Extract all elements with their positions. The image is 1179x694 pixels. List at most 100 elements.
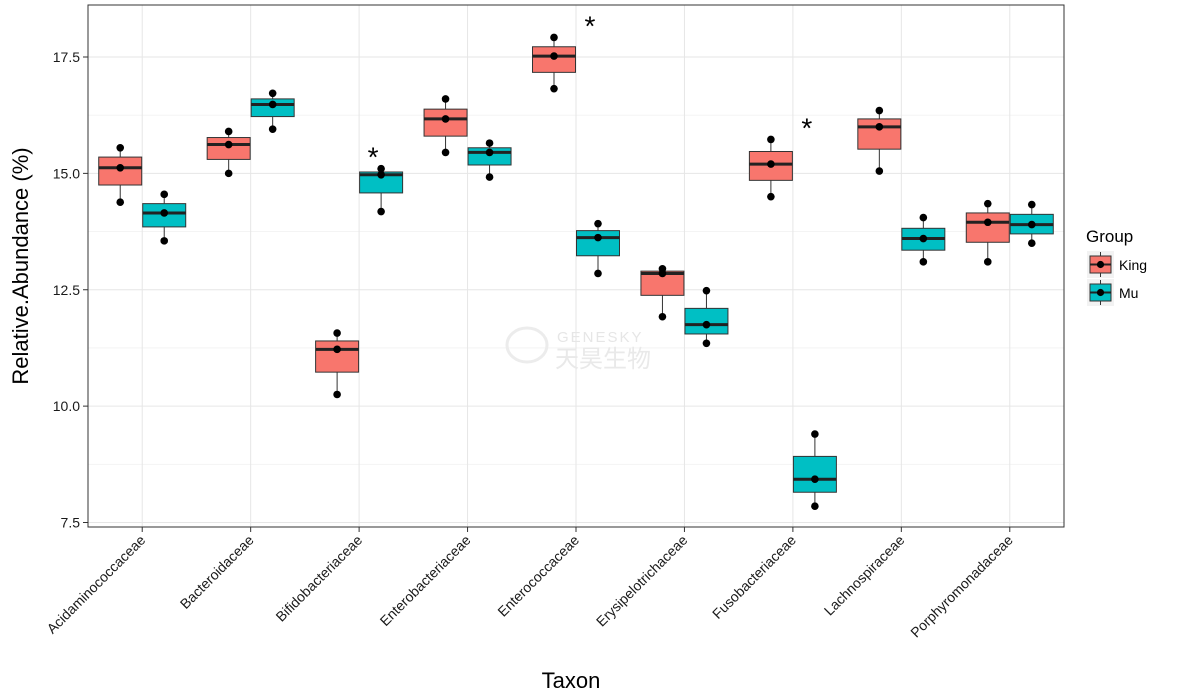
significance-mark: * (801, 112, 812, 143)
box-mu-7 (901, 213, 946, 266)
box-mu-6 (792, 430, 837, 511)
box-king-8 (965, 199, 1010, 266)
legend-key-point (1096, 288, 1105, 297)
x-tick-label: Bacteroidaceae (177, 532, 257, 612)
data-point (594, 233, 602, 242)
y-tick-label: 7.5 (61, 515, 81, 531)
significance-mark: * (585, 10, 596, 41)
box-king-7 (857, 106, 902, 175)
data-point (485, 173, 494, 181)
data-point (333, 329, 341, 337)
significance-marks: * * * (368, 10, 813, 172)
data-point (1027, 239, 1036, 247)
data-point (875, 106, 884, 115)
data-point (160, 190, 169, 199)
data-point (333, 345, 341, 354)
data-point (160, 209, 169, 217)
x-tick-label: Porphyromonadaceae (907, 532, 1016, 641)
watermark-logo-icon (505, 326, 549, 364)
data-point (268, 89, 277, 98)
data-point (811, 430, 819, 438)
legend-title: Group (1086, 227, 1133, 246)
data-point (377, 207, 385, 216)
data-point (116, 143, 125, 152)
data-point (1027, 200, 1036, 209)
x-tick-label: Fusobacteriaceae (709, 532, 799, 622)
box-king-4 (532, 33, 576, 93)
data-point (594, 219, 602, 228)
data-point (767, 160, 775, 168)
data-point (702, 339, 711, 348)
box-king-6 (748, 135, 793, 201)
box-series (98, 33, 1054, 511)
x-tick-label: Acidaminococcaceae (43, 532, 148, 637)
data-point (1027, 220, 1036, 229)
data-point (160, 237, 169, 245)
x-axis: Acidaminococcaceae Bacteroidaceae Bifidoba… (43, 527, 1016, 641)
data-point (441, 115, 450, 123)
data-point (875, 167, 884, 175)
x-tick-label: Bifidobacteriaceae (272, 532, 365, 625)
data-point (550, 84, 558, 93)
y-axis: 7.5 10.0 12.5 15.0 17.5 (53, 49, 88, 531)
data-point (658, 312, 667, 321)
data-point (811, 502, 819, 511)
data-point (767, 135, 775, 144)
data-point (224, 140, 233, 149)
x-tick-label: Enterococcaceae (494, 532, 582, 620)
watermark: GENESKY 天昊生物 (505, 326, 651, 373)
x-tick-label: Enterobacteriaceae (377, 532, 474, 629)
data-point (983, 258, 992, 266)
legend-key-king (1087, 251, 1114, 278)
box-king-0 (98, 143, 143, 207)
data-point (919, 258, 928, 266)
box-mu-8 (1009, 200, 1054, 247)
x-axis-title: Taxon (542, 668, 601, 693)
data-point (268, 100, 277, 109)
data-point (550, 33, 558, 42)
data-point (485, 148, 494, 157)
x-tick-label: Lachnospiraceae (821, 532, 908, 619)
significance-mark: * (368, 142, 379, 173)
box-king-2 (315, 329, 360, 399)
watermark-text-cjk: 天昊生物 (555, 345, 651, 373)
y-tick-label: 12.5 (53, 282, 80, 298)
data-point (594, 269, 602, 278)
data-point (702, 286, 711, 295)
y-tick-label: 10.0 (53, 398, 80, 414)
data-point (875, 123, 884, 131)
box-mu-2 (359, 164, 404, 216)
data-point (116, 198, 125, 207)
x-tick-label: Erysipelotrichaceae (593, 532, 691, 630)
box-mu-1 (250, 89, 295, 133)
box-body (206, 137, 251, 160)
data-point (702, 320, 711, 329)
legend-label-mu: Mu (1119, 285, 1138, 301)
gridlines (88, 5, 1064, 527)
legend-label-king: King (1119, 257, 1147, 273)
y-tick-label: 15.0 (53, 165, 80, 181)
data-point (983, 199, 992, 208)
data-point (116, 163, 125, 172)
data-point (224, 127, 233, 136)
box-king-3 (423, 95, 468, 157)
legend: Group King Mu (1086, 227, 1147, 306)
data-point (919, 213, 928, 222)
data-point (224, 169, 233, 178)
y-axis-title: Relative.Abundance (%) (8, 147, 33, 384)
legend-key-point (1096, 260, 1105, 269)
y-tick-label: 17.5 (53, 49, 80, 65)
data-point (441, 95, 450, 103)
data-point (377, 164, 385, 173)
box-body (792, 455, 837, 493)
box-mu-5 (684, 286, 729, 348)
box-king-1 (206, 127, 251, 178)
data-point (485, 139, 494, 147)
legend-key-mu (1087, 279, 1114, 306)
watermark-text-latin: GENESKY (557, 329, 644, 346)
data-point (983, 218, 992, 227)
data-point (658, 265, 667, 273)
data-point (268, 125, 277, 133)
box-mu-4 (576, 219, 620, 278)
data-point (441, 148, 450, 157)
